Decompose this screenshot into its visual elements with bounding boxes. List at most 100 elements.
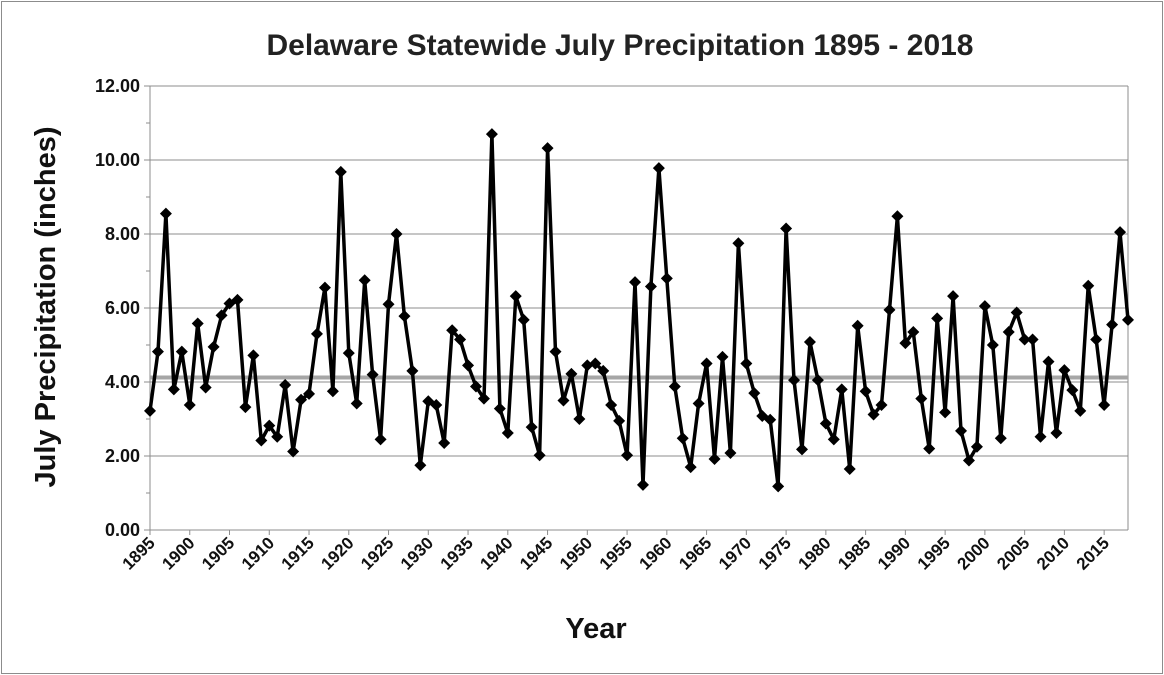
data-point xyxy=(819,417,832,430)
data-point xyxy=(867,408,880,421)
data-point xyxy=(358,274,371,287)
y-tick-label: 4.00 xyxy=(105,372,140,392)
data-point xyxy=(509,290,522,303)
data-point xyxy=(827,433,840,446)
data-point xyxy=(462,359,475,372)
data-point xyxy=(1010,306,1023,319)
y-tick-label: 2.00 xyxy=(105,446,140,466)
x-tick-label: 2005 xyxy=(993,533,1033,573)
precipitation-line xyxy=(148,132,1130,489)
x-tick-label: 1975 xyxy=(755,533,795,573)
data-point xyxy=(279,378,292,391)
data-point xyxy=(676,432,689,445)
x-tick-label: 1960 xyxy=(635,533,675,573)
data-point xyxy=(390,228,403,240)
data-point xyxy=(684,461,697,474)
data-point xyxy=(803,336,816,349)
data-point xyxy=(485,128,498,141)
y-tick-labels: 0.00 2.00 4.00 6.00 8.00 10.00 12.00 xyxy=(95,76,140,540)
data-point xyxy=(263,419,276,432)
data-point xyxy=(1018,333,1031,346)
data-point xyxy=(939,406,952,419)
data-point xyxy=(430,398,443,411)
x-tick-label: 1900 xyxy=(158,533,198,573)
data-point xyxy=(406,364,419,377)
data-point xyxy=(366,368,379,381)
y-tick-label: 10.00 xyxy=(95,150,140,170)
x-tick-label: 1930 xyxy=(397,533,437,573)
data-point xyxy=(287,445,300,458)
data-point xyxy=(326,385,339,398)
data-point xyxy=(724,447,737,460)
data-point xyxy=(295,393,308,406)
data-point xyxy=(1074,404,1087,417)
data-point xyxy=(660,272,673,285)
data-point xyxy=(215,309,228,322)
data-point xyxy=(764,413,777,426)
data-point xyxy=(1042,355,1055,368)
data-point xyxy=(621,449,634,462)
x-tick-label: 1910 xyxy=(238,533,278,573)
data-point xyxy=(613,414,626,427)
data-point xyxy=(796,443,808,456)
data-point xyxy=(843,462,856,475)
gridlines xyxy=(150,85,1128,457)
y-tick-label: 8.00 xyxy=(105,224,140,244)
data-point xyxy=(493,402,506,415)
x-tick-label: 1995 xyxy=(914,533,954,573)
x-tick-label: 2015 xyxy=(1073,533,1113,573)
data-point xyxy=(1026,333,1039,346)
data-point xyxy=(1058,364,1071,377)
data-point xyxy=(891,210,904,223)
data-point xyxy=(1082,279,1095,292)
data-point xyxy=(438,437,451,450)
x-tick-label: 2010 xyxy=(1033,533,1073,573)
x-tick-label: 1970 xyxy=(715,533,755,573)
data-point xyxy=(978,300,991,313)
x-tick-label: 1965 xyxy=(675,533,715,573)
data-point xyxy=(931,312,944,325)
data-point xyxy=(597,364,610,377)
data-point xyxy=(923,442,936,455)
x-tick-label: 2000 xyxy=(954,533,994,573)
x-tick-label: 1955 xyxy=(596,533,636,573)
data-point xyxy=(994,432,1007,445)
data-point xyxy=(605,398,618,411)
data-point xyxy=(668,380,681,393)
data-point xyxy=(374,433,387,446)
data-point xyxy=(589,357,602,370)
data-point xyxy=(517,313,530,326)
x-tick-label: 1945 xyxy=(516,533,556,573)
data-point xyxy=(732,237,745,250)
data-point xyxy=(915,392,928,405)
data-point xyxy=(1034,430,1047,443)
data-point xyxy=(1106,318,1119,331)
data-point xyxy=(167,383,180,396)
data-point xyxy=(772,480,785,493)
data-point xyxy=(740,357,753,370)
x-tick-labels: 1895 1900 1905 1910 1915 1920 1925 1930 1935 1940… xyxy=(119,533,1113,573)
data-point xyxy=(883,303,896,316)
data-point xyxy=(907,326,920,339)
data-point xyxy=(382,298,395,311)
y-tick-label: 0.00 xyxy=(105,520,140,540)
data-point xyxy=(835,383,848,396)
data-point xyxy=(159,207,172,220)
data-point xyxy=(955,424,968,437)
data-point xyxy=(780,222,793,235)
data-point xyxy=(207,340,220,353)
data-point xyxy=(446,324,459,337)
data-point xyxy=(875,398,888,411)
data-point xyxy=(788,374,801,387)
data-point xyxy=(986,339,999,351)
x-tick-label: 1950 xyxy=(556,533,596,573)
data-point xyxy=(636,478,649,491)
data-point xyxy=(716,350,729,363)
data-point xyxy=(541,142,554,155)
data-point xyxy=(947,290,960,303)
data-point xyxy=(255,434,268,447)
x-axis-title: Year xyxy=(565,613,626,645)
data-point xyxy=(303,387,316,400)
data-point xyxy=(525,421,538,434)
